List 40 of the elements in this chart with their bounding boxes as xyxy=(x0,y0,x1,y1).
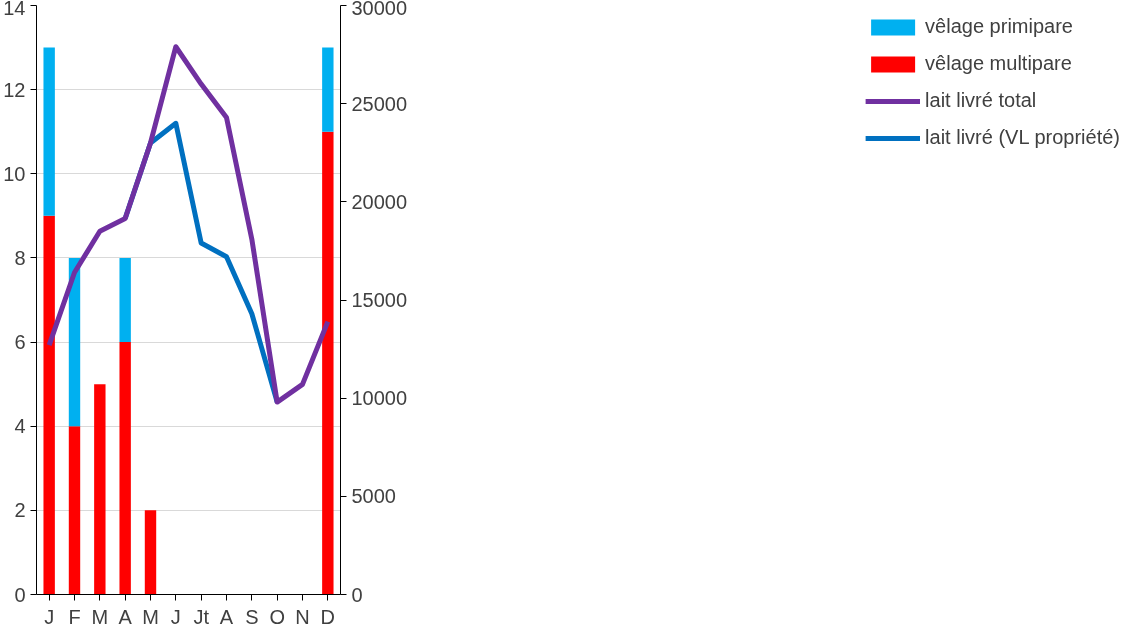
bar xyxy=(43,47,55,216)
legend-label: vêlage multipare xyxy=(925,52,1072,75)
y-tick-label: 0 xyxy=(14,583,26,606)
x-tick-label: M xyxy=(91,605,109,628)
bar xyxy=(322,131,334,595)
x-tick-label: Jt xyxy=(193,605,210,628)
y2-tick-label: 10000 xyxy=(351,387,408,410)
y-tick-label: 8 xyxy=(14,246,26,269)
bar xyxy=(94,384,106,595)
bar xyxy=(144,510,157,595)
x-tick-label: A xyxy=(118,605,133,628)
x-tick-label: O xyxy=(269,605,285,628)
y2-tick-label: 0 xyxy=(351,583,363,606)
x-tick-label: A xyxy=(219,605,234,628)
y2-tick-label: 20000 xyxy=(351,190,408,213)
bar xyxy=(43,215,55,595)
y-tick-label: 6 xyxy=(14,331,26,354)
y2-tick-label: 30000 xyxy=(351,0,408,19)
bar xyxy=(68,426,81,595)
y2-tick-label: 15000 xyxy=(351,289,408,311)
legend-label: lait livré (VL propriété) xyxy=(925,126,1120,149)
y2-tick-label: 25000 xyxy=(351,92,408,115)
y-tick-label: 2 xyxy=(14,499,26,522)
x-tick-label: J xyxy=(44,605,55,628)
bar xyxy=(322,47,334,132)
y-tick-label: 14 xyxy=(3,0,26,19)
legend-label: vêlage primipare xyxy=(925,15,1073,38)
x-tick-label: J xyxy=(170,605,181,628)
x-tick-label: N xyxy=(295,605,310,628)
x-tick-label: M xyxy=(142,605,159,628)
y2-tick-label: 5000 xyxy=(351,485,396,508)
bar xyxy=(119,342,131,595)
y-tick-label: 4 xyxy=(14,415,26,438)
x-tick-label: D xyxy=(320,605,336,628)
x-tick-label: F xyxy=(68,605,81,628)
bar xyxy=(119,257,131,343)
legend-label: lait livré total xyxy=(925,89,1037,112)
y-tick-label: 10 xyxy=(3,162,26,185)
y-tick-label: 12 xyxy=(3,78,26,101)
x-tick-label: S xyxy=(245,605,259,628)
